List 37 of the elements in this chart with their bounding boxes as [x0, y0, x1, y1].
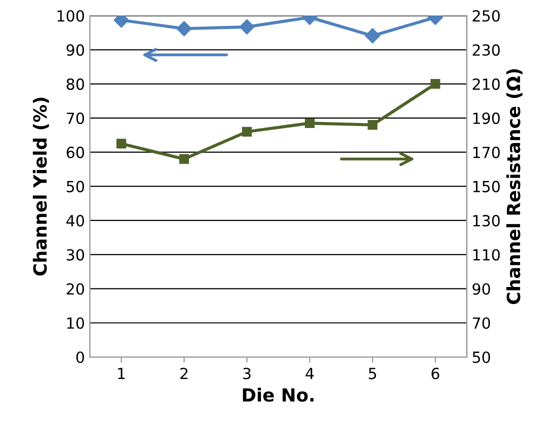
y2-tick-label: 230 — [472, 44, 500, 56]
x-tick-label: 5 — [368, 368, 376, 380]
x-tick-label: 6 — [432, 368, 440, 380]
y-tick-label: 0 — [76, 351, 84, 364]
y2-tick-label: 210 — [472, 78, 500, 90]
y-tick-label: 60 — [66, 146, 84, 158]
y-tick-label: 30 — [66, 249, 84, 261]
y-tick-label: 10 — [67, 317, 84, 329]
point — [368, 120, 378, 130]
y-tick-label: 90 — [66, 44, 84, 56]
y-tick-label: 40 — [66, 214, 84, 226]
y-tick-label: 100 — [58, 10, 84, 22]
x-tick-label: 2 — [180, 368, 188, 380]
y2-axis-title: Channel Resistance (Ω) — [506, 69, 522, 304]
y2-tick-label: 90 — [472, 283, 490, 295]
y2-tick-label: 110 — [473, 249, 500, 261]
y2-tick-label: 50 — [472, 351, 490, 364]
x-axis-title: Die No. — [242, 388, 314, 402]
y-tick-label: 70 — [66, 112, 84, 124]
y2-tick-label: 150 — [473, 180, 500, 192]
point — [116, 138, 126, 149]
y-tick-label: 20 — [66, 283, 84, 295]
x-tick-label: 3 — [243, 368, 251, 380]
y2-tick-label: 170 — [473, 146, 500, 158]
y-axis-title: Channel Yield (%) — [32, 98, 49, 276]
y2-tick-label: 70 — [472, 317, 490, 329]
x-tick-label: 1 — [118, 368, 125, 380]
y2-tick-label: 190 — [473, 112, 500, 124]
point — [430, 79, 440, 89]
y-tick-label: 80 — [66, 78, 84, 90]
y2-tick-label: 130 — [473, 214, 500, 226]
point — [304, 118, 315, 128]
point — [242, 126, 252, 137]
y2-tick-label: 250 — [472, 10, 500, 22]
x-tick-label: 4 — [306, 368, 314, 380]
y-tick-label: 50 — [66, 180, 84, 192]
point — [179, 154, 189, 164]
